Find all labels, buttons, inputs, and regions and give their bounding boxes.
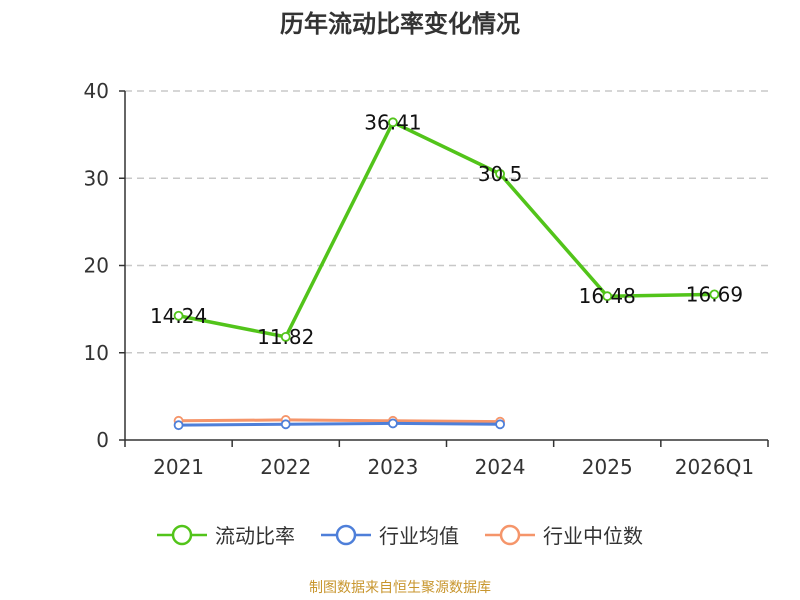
legend-line-icon [485,524,535,545]
data-point [173,420,184,431]
data-point [280,419,291,430]
x-tick-label: 2022 [260,455,311,479]
series-line [178,120,715,339]
data-label: 11.82 [257,325,314,349]
data-point [495,419,505,430]
legend-marker [335,524,357,545]
data-point [388,418,398,429]
data-point [280,331,291,342]
data-point [602,291,613,302]
legend-item[interactable]: 行业中位数 [485,520,643,549]
data-point [495,168,505,179]
chart-legend: 流动比率 行业均值 行业中位数 [0,520,800,549]
data-point [388,117,398,128]
data-point [709,289,720,300]
data-label: 14.24 [150,304,207,328]
y-tick-label: 40 [84,79,109,103]
series-line [178,421,501,427]
x-tick-label: 2025 [582,455,633,479]
legend-label: 流动比率 [215,524,295,548]
data-point [173,310,184,321]
data-label: 16.48 [579,284,636,308]
data-source-note: 制图数据来自恒生聚源数据库 [309,580,491,596]
chart-title: 历年流动比率变化情况 [280,10,520,38]
x-tick-label: 2021 [153,455,204,479]
x-tick-label: 2026Q1 [675,455,754,479]
y-tick-label: 20 [84,254,109,278]
legend-item[interactable]: 流动比率 [157,520,295,549]
x-tick-label: 2024 [475,455,526,479]
legend-line-icon [321,524,371,545]
y-tick-label: 0 [96,428,109,452]
legend-marker [499,524,521,545]
data-label: 16.69 [686,282,743,306]
legend-item[interactable]: 行业均值 [321,520,459,549]
legend-marker [171,524,193,545]
y-tick-label: 10 [84,341,109,365]
legend-line-icon [157,524,207,545]
series-line [178,418,501,424]
data-label: 36.41 [364,110,421,134]
y-tick-label: 30 [84,166,109,190]
legend-label: 行业中位数 [543,524,643,548]
data-label: 30.5 [478,162,523,186]
x-tick-label: 2023 [367,455,418,479]
legend-label: 行业均值 [379,524,459,548]
